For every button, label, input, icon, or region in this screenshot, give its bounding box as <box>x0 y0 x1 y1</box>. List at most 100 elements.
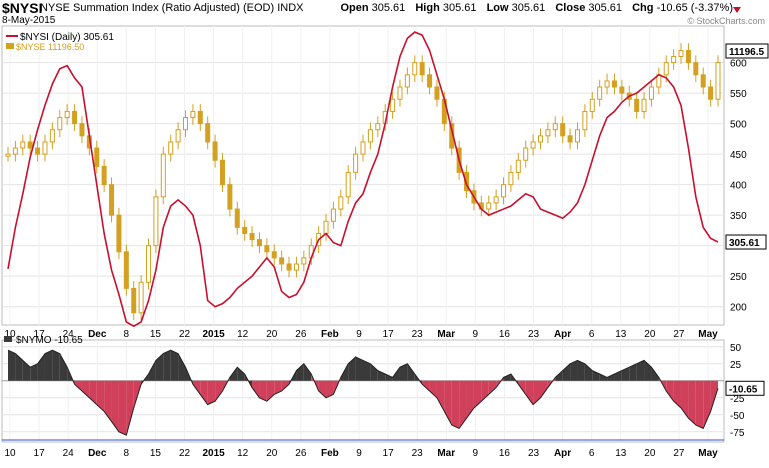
nymo-area-segment <box>118 380 127 436</box>
open-label: Open <box>340 2 369 14</box>
nyse-candle-body <box>427 74 433 88</box>
nymo-area-segment <box>629 363 637 381</box>
nyse-candle-body <box>197 110 203 125</box>
bottom-x-tick-label: Apr <box>554 448 571 459</box>
top-x-tick-label: 12 <box>237 329 249 340</box>
nymo-area-segment <box>503 374 511 381</box>
nyse-candle-body <box>552 123 558 131</box>
nyse-candle-body <box>582 110 588 131</box>
bottom-x-tick-label: May <box>698 448 718 459</box>
bottom-x-tick-label: 26 <box>295 448 307 459</box>
nymo-area-segment <box>703 380 711 429</box>
nymo-area-segment <box>681 380 689 419</box>
nyse-candle-body <box>72 110 78 125</box>
high-label: High <box>415 2 440 14</box>
top-x-tick-label: 24 <box>63 329 75 340</box>
nyse-candle-body <box>530 141 536 149</box>
nyse-candle-body <box>131 287 137 314</box>
nymo-area-segment <box>363 360 371 381</box>
bottom-x-tick-label: 2015 <box>202 448 225 459</box>
bottom-x-tick-label: 23 <box>528 448 540 459</box>
bottom-y-tick-label: 50 <box>730 343 742 354</box>
top-y-tick-label: 600 <box>730 59 747 70</box>
nymo-area-segment <box>8 350 16 381</box>
top-panel-frame <box>1 25 725 326</box>
nymo-area-segment <box>281 380 290 391</box>
nyse-candle-body <box>27 141 33 149</box>
nyse-candle-body <box>249 232 255 241</box>
nymo-area-segment <box>296 363 304 381</box>
nyse-candle-body <box>715 62 721 100</box>
nyse-candle-body <box>538 135 543 143</box>
nymo-area-segment <box>577 360 585 381</box>
nymo-area-segment <box>614 370 622 381</box>
nymo-area-segment <box>30 363 38 381</box>
nymo-area-segment <box>562 363 571 381</box>
nyse-candle-body <box>619 86 625 94</box>
top-y-tick-label: 550 <box>730 89 747 100</box>
down-triangle-icon <box>733 7 741 13</box>
top-x-tick-label: 26 <box>295 329 307 340</box>
nyse-candle-body <box>634 98 640 112</box>
nyse-candle-body <box>168 141 174 155</box>
nyse-legend-swatch <box>6 43 14 49</box>
nyse-candle-body <box>153 196 159 247</box>
nyse-candle-body <box>271 251 277 259</box>
nyse-candle-body <box>700 74 706 88</box>
nyse-candle-body <box>641 98 647 112</box>
top-y-tick-label: 450 <box>730 150 747 161</box>
nymo-area-segment <box>540 380 548 398</box>
top-x-tick-label: 6 <box>589 329 595 340</box>
nyse-candle-body <box>678 49 684 58</box>
bottom-x-tick-label: 20 <box>644 448 656 459</box>
nyse-candle-body <box>574 129 580 143</box>
nyse-candle-body <box>160 153 166 198</box>
nyse-candle-body <box>419 62 425 76</box>
nyse-candle-body <box>390 98 396 112</box>
nymo-area-segment <box>163 350 171 381</box>
nyse-candle-body <box>501 184 507 198</box>
nyse-candle-body <box>486 202 492 210</box>
nymo-area-segment <box>59 353 68 381</box>
nyse-candle-body <box>101 165 107 186</box>
nymo-line <box>7 349 719 436</box>
nyse-candle-body <box>693 62 699 76</box>
nyse-candle-body <box>116 214 122 253</box>
nyse-candle-body <box>523 147 529 161</box>
nymo-area-segment <box>126 380 134 436</box>
chg-value: -10.65 (-3.37%) <box>656 2 733 14</box>
nyse-candle-body <box>560 123 566 137</box>
nymo-area-segment <box>252 380 260 398</box>
nyse-candle-body <box>138 281 144 314</box>
chg-label: Chg <box>632 2 654 14</box>
date-label: 8-May-2015 <box>2 15 56 26</box>
nymo-area-segment <box>399 363 408 381</box>
nymo-area-segment <box>599 374 608 381</box>
nyse-candle-body <box>589 98 595 112</box>
nyse-candle-body <box>5 153 11 157</box>
nyse-candle-body <box>79 123 85 137</box>
nymo-area-segment <box>274 380 282 395</box>
nymo-area-segment <box>370 363 378 381</box>
top-x-tick-label: 9 <box>473 329 479 340</box>
bottom-y-tick-label: -25 <box>730 394 745 405</box>
nymo-area-segment <box>155 353 164 381</box>
bottom-x-tick-label: 9 <box>473 448 479 459</box>
nyse-candle-body <box>360 141 366 155</box>
top-x-tick-label: Dec <box>88 329 107 340</box>
nymo-area-segment <box>666 380 674 402</box>
nymo-area-segment <box>318 380 327 398</box>
nysi-last-value-label: 305.61 <box>729 238 760 249</box>
top-x-tick-label: 8 <box>124 329 130 340</box>
top-y-tick-label: 200 <box>730 303 747 314</box>
nyse-candle-body <box>611 80 617 88</box>
bottom-y-tick-label: -75 <box>730 428 745 439</box>
nymo-area-segment <box>488 380 497 395</box>
nyse-candle-body <box>604 80 610 88</box>
nyse-candle-body <box>49 129 55 143</box>
open-value: 305.61 <box>371 2 406 14</box>
close-label: Close <box>555 2 586 14</box>
nymo-area-segment <box>673 380 682 408</box>
nyse-candle-body <box>42 141 48 155</box>
bottom-x-tick-label: 27 <box>673 448 685 459</box>
